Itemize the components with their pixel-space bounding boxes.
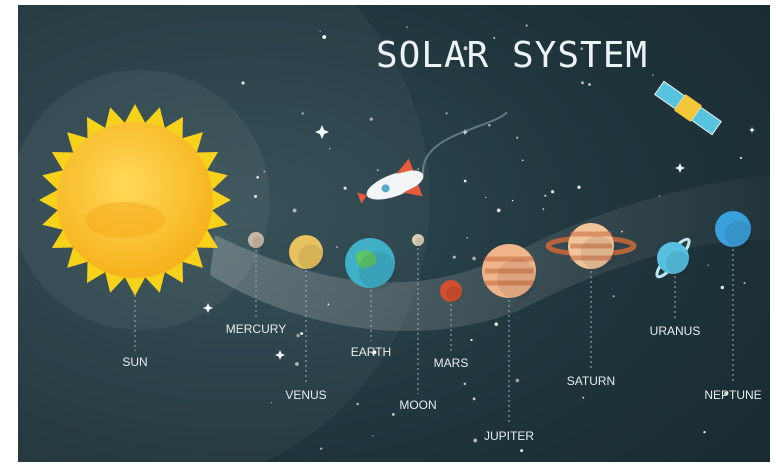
star <box>293 209 297 213</box>
star <box>516 379 520 383</box>
star <box>377 169 379 171</box>
planet-shade <box>497 259 538 300</box>
star <box>417 168 418 169</box>
body-label: MOON <box>399 398 436 412</box>
body-label: MARS <box>434 356 469 370</box>
star <box>453 256 456 259</box>
planet-shade <box>252 236 264 248</box>
star <box>271 402 272 403</box>
star <box>588 83 591 86</box>
star <box>740 157 742 159</box>
star <box>256 176 259 179</box>
star <box>721 286 724 289</box>
solar-system-illustration: SOLAR SYSTEM SUN MERCURY VENUS EARTH MOON MAR… <box>0 0 776 470</box>
star <box>580 47 583 50</box>
page: SOLAR SYSTEM SUN MERCURY VENUS EARTH MOON MAR… <box>0 0 776 470</box>
star <box>296 334 300 338</box>
star <box>370 118 373 121</box>
star <box>329 148 330 149</box>
star <box>406 26 407 27</box>
planet-shade <box>666 251 690 275</box>
star <box>470 339 472 341</box>
star <box>512 200 514 202</box>
star <box>392 413 395 416</box>
body-label: JUPITER <box>484 429 534 443</box>
star <box>652 74 654 76</box>
star <box>543 208 544 209</box>
star <box>263 171 265 173</box>
star <box>320 31 321 32</box>
star <box>464 46 468 50</box>
body-label: SUN <box>122 355 147 369</box>
star <box>473 397 476 400</box>
star <box>563 52 565 54</box>
body-label: NEPTUNE <box>704 388 761 402</box>
planet-shade <box>446 286 463 303</box>
star <box>344 187 347 190</box>
star <box>708 264 709 265</box>
star <box>300 332 303 335</box>
body-label: EARTH <box>351 345 391 359</box>
body-label: URANUS <box>650 324 701 338</box>
star <box>464 383 466 385</box>
star <box>254 195 257 198</box>
star <box>356 403 359 406</box>
star <box>516 137 518 139</box>
star <box>488 124 490 126</box>
star <box>485 197 486 198</box>
star <box>522 160 524 162</box>
body-label: MERCURY <box>226 322 286 336</box>
star <box>464 180 467 183</box>
star <box>241 81 244 84</box>
star <box>581 81 584 84</box>
star <box>495 323 498 326</box>
star <box>613 295 615 297</box>
star <box>743 282 745 284</box>
star <box>703 431 705 433</box>
star <box>327 303 329 305</box>
star <box>582 397 584 399</box>
star <box>520 449 523 452</box>
star <box>445 112 447 114</box>
planet-shade <box>415 237 424 246</box>
body-label: VENUS <box>285 388 326 402</box>
star <box>472 257 476 261</box>
star <box>526 25 528 27</box>
sun <box>57 122 213 278</box>
star <box>577 186 580 189</box>
star <box>659 196 660 197</box>
planet-shade <box>581 236 616 271</box>
sun-spot <box>85 202 165 238</box>
planet-shade <box>359 252 397 290</box>
star <box>621 231 623 233</box>
star <box>302 112 304 114</box>
star <box>497 209 501 213</box>
star <box>322 35 326 39</box>
planet-shade <box>298 244 324 270</box>
star <box>336 246 338 248</box>
planet-band <box>570 232 611 237</box>
star <box>320 447 322 449</box>
star <box>372 435 373 436</box>
star <box>551 190 554 193</box>
star <box>544 195 546 197</box>
star <box>493 37 495 39</box>
planet-shade <box>725 221 752 248</box>
body-label: SATURN <box>567 374 615 388</box>
star <box>473 439 477 443</box>
star <box>466 237 467 238</box>
title: SOLAR SYSTEM <box>376 35 648 76</box>
star <box>295 362 299 366</box>
